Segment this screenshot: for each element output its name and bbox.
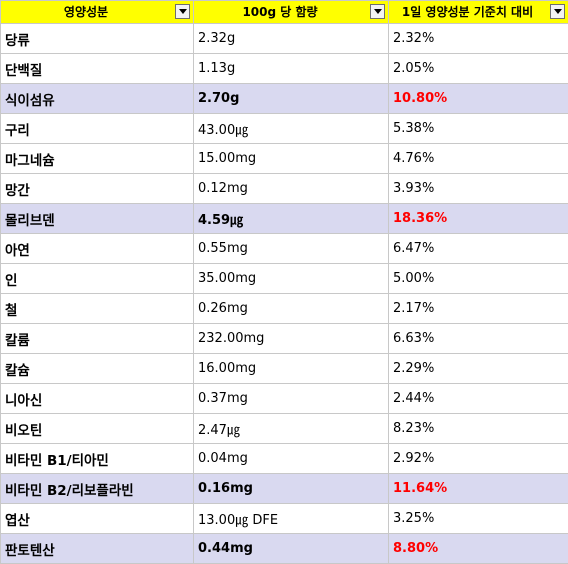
daily-value-cell[interactable]: 2.05% [388,53,568,84]
filter-button-daily[interactable] [550,4,565,19]
amount-cell[interactable]: 2.32g [193,23,389,54]
daily-value-cell[interactable]: 18.36% [388,203,568,234]
nutrient-cell[interactable]: 칼슘 [0,353,194,384]
table-row: 철 0.26mg 2.17% [0,293,568,324]
daily-value-cell[interactable]: 5.38% [388,113,568,144]
table-row: 엽산 13.00㎍ DFE 3.25% [0,503,568,534]
nutrient-cell[interactable]: 철 [0,293,194,324]
amount-cell[interactable]: 0.37mg [193,383,389,414]
daily-value-cell[interactable]: 2.44% [388,383,568,414]
table-row: 인 35.00mg 5.00% [0,263,568,294]
table-row: 당류 2.32g 2.32% [0,23,568,54]
amount-cell[interactable]: 13.00㎍ DFE [193,503,389,534]
table-body: 당류 2.32g 2.32% 단백질 1.13g 2.05% 식이섬유 2.70g 10.80%… [0,23,568,564]
table-row: 몰리브덴 4.59㎍ 18.36% [0,203,568,234]
nutrient-cell[interactable]: 식이섬유 [0,83,194,114]
nutrient-cell[interactable]: 인 [0,263,194,294]
table-row: 구리 43.00㎍ 5.38% [0,113,568,144]
header-nutrient: 영양성분 [0,0,194,24]
daily-value-cell[interactable]: 4.76% [388,143,568,174]
amount-cell[interactable]: 35.00mg [193,263,389,294]
amount-cell[interactable]: 1.13g [193,53,389,84]
table-row: 칼륨 232.00mg 6.63% [0,323,568,354]
daily-value-cell[interactable]: 2.17% [388,293,568,324]
daily-value-cell[interactable]: 6.63% [388,323,568,354]
amount-cell[interactable]: 2.70g [193,83,389,114]
nutrient-cell[interactable]: 몰리브덴 [0,203,194,234]
daily-value-cell[interactable]: 8.23% [388,413,568,444]
filter-button-nutrient[interactable] [175,4,190,19]
amount-cell[interactable]: 0.12mg [193,173,389,204]
daily-value-cell[interactable]: 11.64% [388,473,568,504]
nutrient-cell[interactable]: 비타민 B1/티아민 [0,443,194,474]
amount-cell[interactable]: 43.00㎍ [193,113,389,144]
amount-cell[interactable]: 0.04mg [193,443,389,474]
amount-cell[interactable]: 0.44mg [193,533,389,564]
nutrient-cell[interactable]: 판토텐산 [0,533,194,564]
header-daily-label: 1일 영양성분 기준치 대비 [401,5,534,19]
daily-value-cell[interactable]: 5.00% [388,263,568,294]
table-row: 비오틴 2.47㎍ 8.23% [0,413,568,444]
table-row: 식이섬유 2.70g 10.80% [0,83,568,114]
header-amount-label: 100g 당 함량 [242,5,318,19]
chevron-down-icon [373,9,382,14]
daily-value-cell[interactable]: 2.29% [388,353,568,384]
table-row: 비타민 B2/리보플라빈 0.16mg 11.64% [0,473,568,504]
nutrient-cell[interactable]: 아연 [0,233,194,264]
amount-cell[interactable]: 4.59㎍ [193,203,389,234]
nutrient-cell[interactable]: 구리 [0,113,194,144]
daily-value-cell[interactable]: 3.25% [388,503,568,534]
daily-value-cell[interactable]: 2.92% [388,443,568,474]
nutrient-cell[interactable]: 칼륨 [0,323,194,354]
amount-cell[interactable]: 16.00mg [193,353,389,384]
nutrient-cell[interactable]: 니아신 [0,383,194,414]
nutrient-cell[interactable]: 당류 [0,23,194,54]
header-amount: 100g 당 함량 [193,0,389,24]
table-row: 판토텐산 0.44mg 8.80% [0,533,568,564]
amount-cell[interactable]: 2.47㎍ [193,413,389,444]
amount-cell[interactable]: 0.16mg [193,473,389,504]
daily-value-cell[interactable]: 10.80% [388,83,568,114]
nutrient-cell[interactable]: 비오틴 [0,413,194,444]
table-row: 아연 0.55mg 6.47% [0,233,568,264]
chevron-down-icon [178,9,187,14]
daily-value-cell[interactable]: 8.80% [388,533,568,564]
header-row: 영양성분 100g 당 함량 1일 영양성분 기준치 대비 [0,0,568,24]
amount-cell[interactable]: 0.55mg [193,233,389,264]
nutrient-cell[interactable]: 마그네슘 [0,143,194,174]
amount-cell[interactable]: 232.00mg [193,323,389,354]
table-row: 칼슘 16.00mg 2.29% [0,353,568,384]
nutrient-cell[interactable]: 망간 [0,173,194,204]
filter-button-amount[interactable] [370,4,385,19]
daily-value-cell[interactable]: 6.47% [388,233,568,264]
table-row: 비타민 B1/티아민 0.04mg 2.92% [0,443,568,474]
daily-value-cell[interactable]: 2.32% [388,23,568,54]
table-row: 망간 0.12mg 3.93% [0,173,568,204]
header-nutrient-label: 영양성분 [63,5,109,19]
nutrient-cell[interactable]: 단백질 [0,53,194,84]
amount-cell[interactable]: 0.26mg [193,293,389,324]
table-row: 단백질 1.13g 2.05% [0,53,568,84]
amount-cell[interactable]: 15.00mg [193,143,389,174]
table-row: 마그네슘 15.00mg 4.76% [0,143,568,174]
table-row: 니아신 0.37mg 2.44% [0,383,568,414]
nutrient-cell[interactable]: 비타민 B2/리보플라빈 [0,473,194,504]
header-daily: 1일 영양성분 기준치 대비 [388,0,568,24]
chevron-down-icon [553,9,562,14]
daily-value-cell[interactable]: 3.93% [388,173,568,204]
nutrient-cell[interactable]: 엽산 [0,503,194,534]
